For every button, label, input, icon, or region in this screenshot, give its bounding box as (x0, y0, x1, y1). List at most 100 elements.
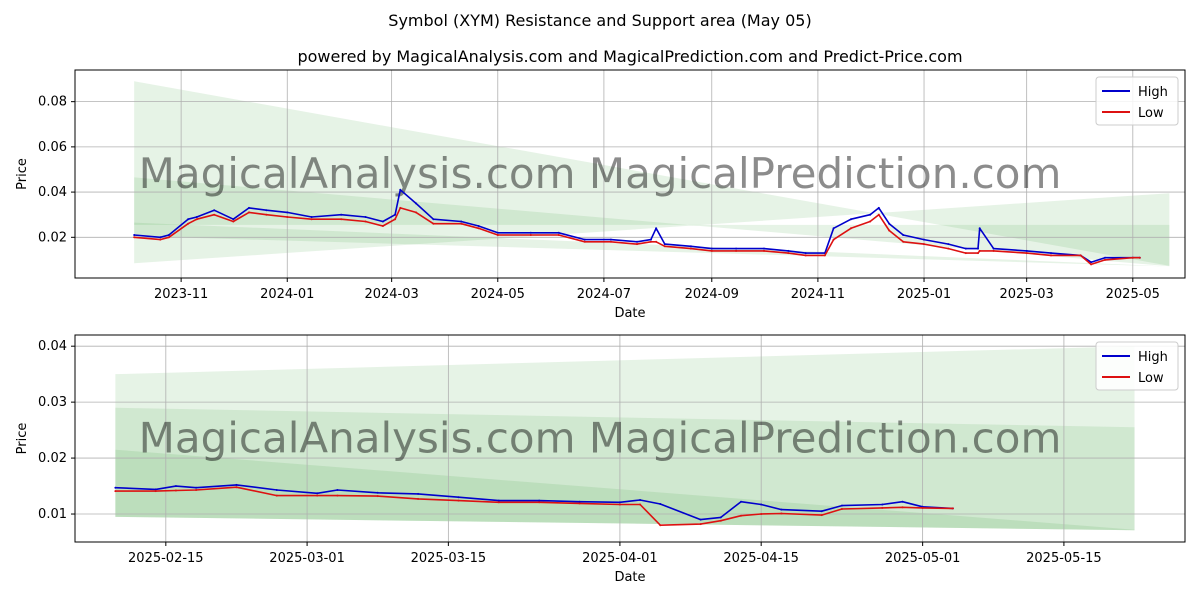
series-high-point (977, 247, 979, 250)
series-high-point (902, 234, 905, 236)
series-high-point (195, 216, 198, 218)
series-low-point (823, 254, 826, 257)
y-tick-label: 0.02 (38, 451, 67, 466)
series-low-point (415, 211, 417, 214)
series-low-point (609, 240, 612, 243)
series-low-point (248, 211, 250, 214)
series-low-point (787, 252, 790, 255)
series-high-point (399, 188, 402, 191)
band-group (115, 346, 1135, 531)
series-low-point (417, 497, 420, 500)
series-low-point (639, 503, 642, 506)
series-low-point (174, 489, 177, 492)
series-low-point (877, 213, 880, 216)
series-low-point (1025, 252, 1028, 255)
series-high-point (1104, 256, 1106, 259)
series-low-point (496, 234, 499, 236)
series-low-point (457, 499, 460, 502)
series-low-point (636, 243, 638, 246)
series-low-point (760, 513, 763, 515)
series-high-point (457, 496, 460, 499)
series-high-point (1025, 249, 1028, 252)
series-high-point (187, 218, 190, 221)
chart-title: Symbol (XYM) Resistance and Support area… (388, 11, 811, 30)
x-tick-label: 2024-11 (791, 287, 845, 302)
band-3 (134, 222, 1170, 267)
series-low-point (992, 249, 995, 252)
series-high-point (529, 231, 532, 234)
legend: High Low (1095, 341, 1179, 391)
y-axis-label: Price (15, 423, 30, 455)
series-high-point (780, 508, 783, 511)
series-low-point (195, 489, 198, 491)
series-high-point (538, 499, 541, 502)
chart-subtitle: powered by MagicalAnalysis.com and Magic… (297, 47, 962, 66)
series-high-point (689, 245, 692, 248)
series-low-point (167, 236, 170, 239)
band-2 (134, 177, 1170, 267)
series-low-point (265, 213, 268, 216)
series-high-point (850, 218, 852, 221)
x-tick-label: 2025-02-15 (128, 551, 204, 566)
series-high-point (497, 499, 500, 502)
series-low-point (902, 240, 905, 243)
series-low-point (477, 227, 480, 230)
series-low-point (947, 247, 950, 250)
series-high-point (923, 238, 925, 241)
series-high-point (763, 247, 765, 250)
series-low-point (187, 222, 190, 225)
y-tick-label: 0.04 (38, 339, 67, 354)
series-high-point (659, 503, 662, 505)
series-high-point (557, 231, 560, 234)
series-high-point (1050, 252, 1052, 255)
series-high-point (376, 491, 379, 494)
series-low-point (310, 218, 313, 221)
x-axis-label: Date (614, 570, 645, 585)
series-high-point (663, 243, 666, 246)
series-low-point (923, 243, 925, 246)
series-high-point (804, 252, 807, 255)
series-low-point (364, 220, 367, 223)
series-low-point (921, 506, 924, 509)
series-high-point (286, 211, 289, 214)
series-low-point (1104, 258, 1106, 261)
series-high-point (869, 213, 872, 216)
series-low-point (578, 502, 581, 505)
series-high-point (336, 489, 339, 491)
series-high-point (477, 225, 480, 227)
series-high-point (964, 247, 967, 250)
series-low-point (460, 222, 463, 225)
series-high-point (154, 488, 157, 491)
x-tick-label: 2023-11 (154, 287, 208, 302)
y-axis-label: Price (15, 158, 30, 190)
series-low-point (232, 220, 235, 223)
series-high-point (877, 206, 880, 209)
series-high-point (699, 518, 702, 521)
x-tick-label: 2024-03 (364, 287, 418, 302)
series-high-point (655, 227, 658, 230)
series-low-point (901, 506, 904, 509)
series-high-point (213, 209, 216, 212)
series-low-point (699, 523, 702, 526)
series-low-point (804, 254, 807, 257)
series-high-point (310, 216, 313, 218)
series-low-point (557, 234, 560, 236)
x-tick-label: 2024-09 (685, 287, 739, 302)
series-high-point (232, 218, 235, 221)
series-high-point (618, 501, 621, 504)
y-tick-label: 0.06 (38, 140, 67, 155)
series-high-point (760, 503, 763, 506)
x-tick-label: 2025-05 (1106, 287, 1160, 302)
series-low-point (1079, 254, 1082, 257)
series-high-point (978, 227, 981, 230)
series-low-point (689, 247, 692, 250)
series-low-point (583, 240, 586, 243)
series-high-point (609, 238, 612, 241)
series-low-point (951, 507, 954, 510)
series-high-point (114, 486, 117, 489)
series-high-point (947, 243, 950, 246)
series-high-point (133, 234, 136, 236)
series-high-point (235, 483, 238, 486)
band-2 (115, 407, 1135, 531)
